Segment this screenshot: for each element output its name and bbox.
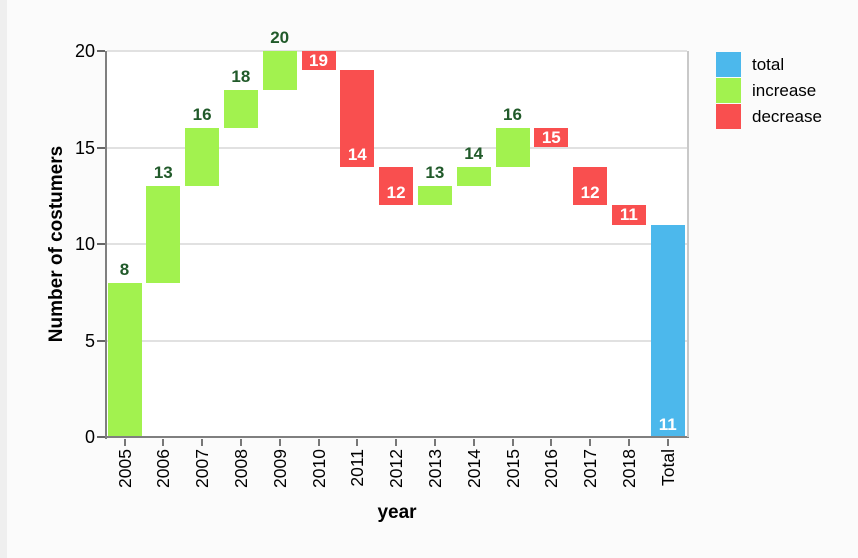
plot-border-right [687, 51, 689, 437]
y-tick-label-20: 20 [74, 41, 95, 61]
x-axis-title: year [377, 502, 417, 523]
window-edge [0, 0, 7, 558]
legend-label-increase: increase [752, 81, 817, 100]
y-tick-5 [97, 339, 105, 342]
x-tick-2015 [511, 439, 514, 446]
legend-item-decrease: decrease [716, 104, 822, 129]
x-tick-2009 [278, 439, 281, 446]
bar-label-2008: 18 [231, 66, 251, 86]
y-tick-20 [97, 50, 105, 52]
bar-label-2015: 16 [503, 105, 522, 125]
bar-label-2011: 14 [347, 144, 367, 164]
x-tick-2011 [356, 439, 359, 446]
x-tick-2006 [162, 439, 165, 446]
legend-swatch-increase [716, 78, 741, 103]
gridline-15 [107, 146, 687, 149]
x-tick-2017 [589, 439, 592, 446]
x-tick-Total [666, 439, 669, 446]
x-tick-2014 [472, 439, 475, 446]
y-axis-title: Number of costumers [46, 145, 67, 343]
bar-2010 [301, 51, 336, 71]
bar-2007 [185, 128, 220, 187]
bar-2018 [611, 205, 646, 225]
bar-label-2018: 11 [619, 204, 638, 224]
x-tick-2018 [627, 439, 630, 446]
bar-label-2012: 12 [386, 183, 406, 203]
bar-label-2006: 13 [153, 163, 173, 183]
bar-label-2017: 12 [580, 183, 600, 203]
legend-label-decrease: decrease [752, 107, 822, 126]
legend-swatch-decrease [716, 104, 741, 129]
legend-item-increase: increase [716, 78, 822, 103]
y-tick-label-10: 10 [74, 234, 95, 254]
bar-2005 [107, 282, 142, 437]
y-tick-10 [97, 243, 105, 245]
x-tick-2005 [123, 439, 126, 446]
bar-2008 [223, 89, 258, 129]
bar-label-2016: 15 [541, 127, 561, 147]
x-tick-2012 [395, 439, 398, 446]
bar-label-2013: 13 [425, 163, 445, 183]
bar-label-2007: 16 [192, 105, 212, 125]
bar-2011 [340, 70, 375, 167]
bar-label-2014: 14 [464, 143, 484, 163]
bar-2014 [456, 166, 491, 187]
bar-label-2009: 20 [270, 28, 290, 47]
x-tick-2016 [550, 439, 553, 446]
bar-2013 [417, 186, 452, 206]
gridline-5 [107, 339, 687, 342]
y-axis-line [105, 51, 107, 439]
bar-2017 [573, 166, 608, 206]
legend: total increase decrease [716, 52, 822, 130]
y-tick-0 [97, 436, 105, 438]
y-tick-15 [97, 146, 105, 149]
bar-label-2005: 8 [119, 259, 130, 279]
gridline-20 [107, 50, 687, 52]
gridline-10 [107, 243, 687, 245]
bar-2016 [534, 128, 569, 148]
x-tick-2007 [201, 439, 204, 446]
y-tick-label-0: 0 [84, 427, 95, 447]
x-tick-2010 [317, 439, 320, 446]
bar-label-Total: 11 [658, 415, 677, 434]
x-tick-2013 [433, 439, 436, 446]
bar-2015 [495, 128, 530, 167]
bar-2006 [146, 186, 181, 283]
y-tick-label-5: 5 [84, 330, 95, 351]
bar-2012 [379, 166, 414, 206]
legend-swatch-total [716, 52, 741, 77]
bar-label-2010: 19 [309, 50, 328, 70]
bar-2009 [262, 51, 297, 90]
x-tick-2008 [239, 439, 242, 446]
x-axis-line [105, 436, 689, 438]
bar-Total [650, 224, 685, 437]
legend-item-total: total [716, 52, 822, 77]
legend-label-total: total [752, 55, 785, 74]
y-tick-label-15: 15 [74, 137, 95, 158]
